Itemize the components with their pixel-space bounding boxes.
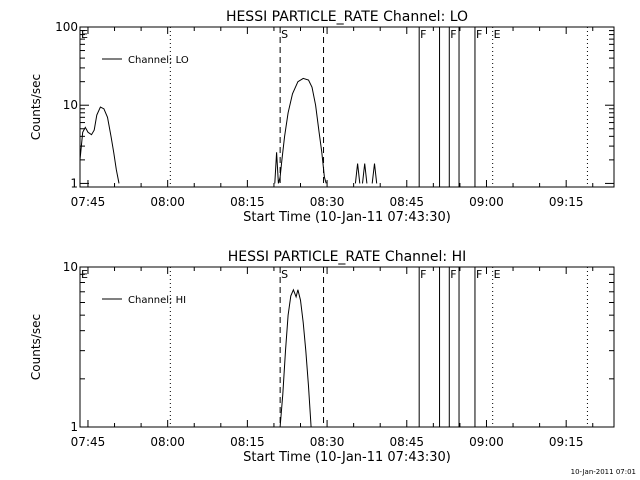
panel-hi: HESSI PARTICLE_RATE Channel: HI Start Tim… <box>29 249 615 465</box>
panel-lo: HESSI PARTICLE_RATE Channel: LO Start Tim… <box>29 9 615 225</box>
event-marker-label: E <box>494 268 501 281</box>
x-tick-label: 09:00 <box>469 435 504 449</box>
x-axis-label: Start Time (10-Jan-11 07:43:30) <box>243 450 451 465</box>
series-line <box>371 163 378 184</box>
event-marker-label: S <box>281 28 288 41</box>
footer-timestamp: 10-Jan-2011 07:01 <box>571 468 636 476</box>
x-tick-label: 08:30 <box>310 435 345 449</box>
y-tick-label: 1 <box>70 176 78 190</box>
series-line <box>354 163 361 184</box>
y-tick-label: 10 <box>63 260 78 274</box>
event-marker-label: F <box>476 28 482 41</box>
x-tick-label: 08:45 <box>389 195 424 209</box>
series-line <box>79 106 120 184</box>
x-tick-label: 07:45 <box>71 435 106 449</box>
y-tick-label: 100 <box>55 20 78 34</box>
event-marker-label: E <box>81 268 88 281</box>
x-tick-label: 09:00 <box>469 195 504 209</box>
plot-frame <box>79 26 615 188</box>
y-axis-label: Counts/sec <box>29 314 43 380</box>
event-marker-label: F <box>450 268 456 281</box>
event-marker-label: F <box>420 268 426 281</box>
event-marker-label: F <box>420 28 426 41</box>
y-axis-label: Counts/sec <box>29 74 43 140</box>
chart-title: HESSI PARTICLE_RATE Channel: HI <box>228 249 466 265</box>
x-tick-label: 08:00 <box>150 435 185 449</box>
chart-title: HESSI PARTICLE_RATE Channel: LO <box>226 9 468 25</box>
x-tick-label: 08:30 <box>310 195 345 209</box>
x-tick-label: 08:00 <box>150 195 185 209</box>
plot-frame <box>79 266 615 428</box>
x-tick-label: 08:15 <box>230 435 265 449</box>
x-tick-label: 08:45 <box>389 435 424 449</box>
y-tick-label: 10 <box>63 98 78 112</box>
event-marker-label: E <box>81 28 88 41</box>
x-tick-label: 09:15 <box>549 435 584 449</box>
event-marker-label: S <box>281 268 288 281</box>
x-tick-label: 07:45 <box>71 195 106 209</box>
event-marker-label: F <box>450 28 456 41</box>
y-tick-label: 1 <box>70 420 78 434</box>
legend-label: Channel: LO <box>128 55 189 66</box>
event-marker-label: E <box>494 28 501 41</box>
series-line <box>362 163 368 184</box>
x-tick-label: 09:15 <box>549 195 584 209</box>
x-axis-label: Start Time (10-Jan-11 07:43:30) <box>243 210 451 225</box>
x-tick-label: 08:15 <box>230 195 265 209</box>
series-line <box>279 288 312 428</box>
legend-label: Channel: HI <box>128 295 186 306</box>
series-line <box>274 77 327 184</box>
event-marker-label: F <box>476 268 482 281</box>
